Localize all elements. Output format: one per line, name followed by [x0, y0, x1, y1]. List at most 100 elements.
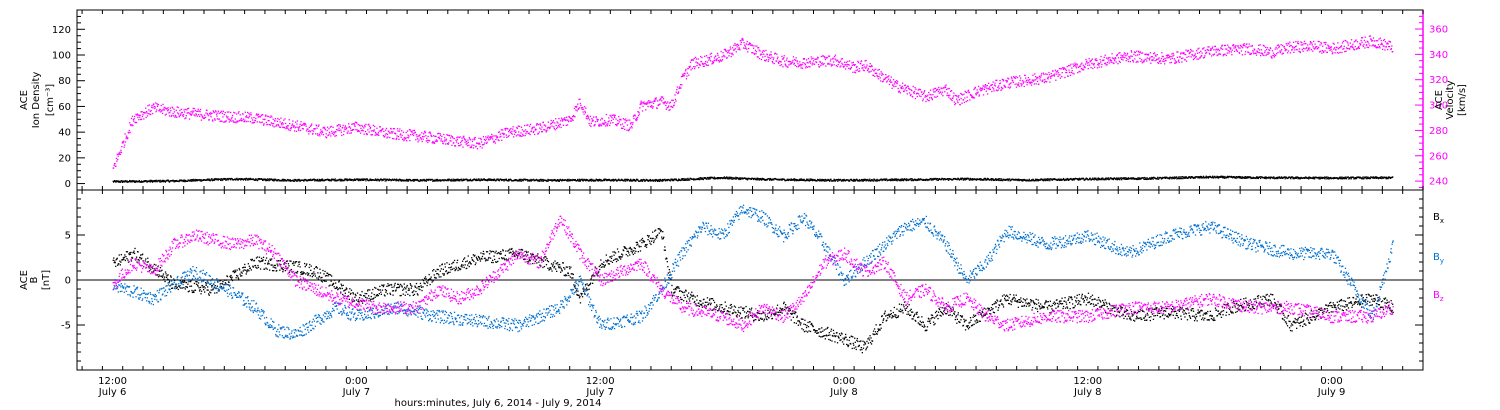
density-point — [1257, 177, 1259, 180]
velocity-point — [950, 98, 952, 101]
density-point — [1217, 176, 1219, 178]
velocity-point — [263, 124, 265, 126]
velocity-point — [291, 123, 294, 125]
velocity-point — [297, 126, 299, 128]
density-point — [716, 177, 719, 179]
velocity-point — [497, 136, 499, 139]
velocity-point — [312, 130, 315, 132]
velocity-point — [1012, 80, 1014, 82]
density-point — [1166, 176, 1168, 178]
density-point — [469, 179, 471, 181]
density-point — [654, 179, 656, 181]
density-point — [1372, 177, 1374, 179]
velocity-point — [257, 116, 259, 118]
velocity-point — [897, 81, 899, 83]
velocity-point — [1017, 84, 1019, 86]
density-point — [140, 181, 142, 183]
density-point — [942, 179, 944, 181]
velocity-point — [503, 133, 506, 135]
velocity-point — [148, 109, 150, 111]
velocity-point — [910, 93, 912, 96]
velocity-point — [735, 51, 737, 53]
velocity-point — [689, 66, 691, 69]
velocity-point — [782, 66, 784, 68]
density-point — [633, 179, 635, 181]
velocity-point — [1098, 66, 1100, 68]
density-point — [611, 179, 613, 181]
velocity-point — [840, 65, 842, 67]
density-point — [1389, 176, 1391, 179]
density-point — [914, 179, 917, 181]
velocity-point — [770, 51, 772, 53]
density-point — [919, 178, 922, 180]
velocity-point — [947, 94, 949, 97]
velocity-point — [818, 66, 821, 68]
density-point — [1094, 178, 1097, 180]
density-point — [1151, 177, 1153, 180]
velocity-point — [846, 65, 848, 68]
velocity-point — [763, 53, 765, 55]
density-point — [902, 180, 905, 182]
velocity-point — [1111, 53, 1113, 55]
velocity-point — [558, 126, 560, 128]
velocity-point — [331, 130, 333, 132]
velocity-point — [228, 121, 230, 123]
velocity-point — [886, 80, 889, 82]
density-point — [654, 180, 656, 182]
velocity-point — [358, 130, 360, 133]
velocity-point — [114, 163, 116, 165]
density-point — [129, 180, 132, 182]
density-point — [1245, 177, 1248, 179]
velocity-point — [940, 87, 942, 89]
velocity-point — [611, 117, 613, 119]
velocity-point — [477, 143, 480, 145]
velocity-point — [253, 116, 255, 119]
density-point — [1345, 176, 1347, 178]
velocity-point — [529, 125, 531, 127]
velocity-point — [635, 119, 637, 122]
velocity-point — [794, 64, 796, 67]
density-point — [546, 180, 549, 182]
velocity-point — [772, 58, 774, 61]
velocity-point — [673, 104, 675, 106]
velocity-point — [225, 115, 228, 117]
velocity-point — [870, 70, 872, 72]
velocity-point — [180, 113, 182, 115]
velocity-point — [490, 137, 492, 139]
velocity-point — [173, 108, 175, 110]
density-point — [1249, 176, 1252, 178]
velocity-point — [710, 60, 712, 62]
velocity-point — [426, 139, 428, 142]
density-point — [1173, 178, 1175, 180]
velocity-point — [809, 60, 811, 62]
velocity-point — [868, 71, 870, 73]
velocity-point — [315, 133, 317, 135]
density-point — [1180, 177, 1183, 180]
velocity-point — [704, 55, 706, 57]
velocity-point — [406, 136, 408, 139]
velocity-point — [162, 109, 165, 111]
density-point — [958, 178, 960, 180]
velocity-point — [390, 128, 392, 130]
velocity-point — [764, 59, 766, 61]
velocity-point — [220, 120, 222, 122]
density-point — [382, 179, 384, 181]
density-point — [209, 180, 211, 182]
density-point — [737, 177, 740, 180]
density-point — [483, 179, 485, 181]
velocity-point — [810, 62, 812, 64]
density-point — [809, 178, 811, 180]
velocity-point — [598, 123, 600, 125]
velocity-point — [348, 125, 351, 128]
velocity-point — [303, 124, 305, 126]
velocity-point — [414, 131, 416, 134]
density-point — [649, 178, 651, 181]
velocity-point — [531, 128, 533, 130]
velocity-point — [410, 130, 412, 132]
velocity-point — [765, 59, 768, 61]
density-point — [911, 178, 913, 180]
density-point — [862, 179, 864, 181]
density-point — [1085, 178, 1087, 180]
velocity-point — [708, 56, 710, 59]
density-point — [354, 179, 357, 181]
